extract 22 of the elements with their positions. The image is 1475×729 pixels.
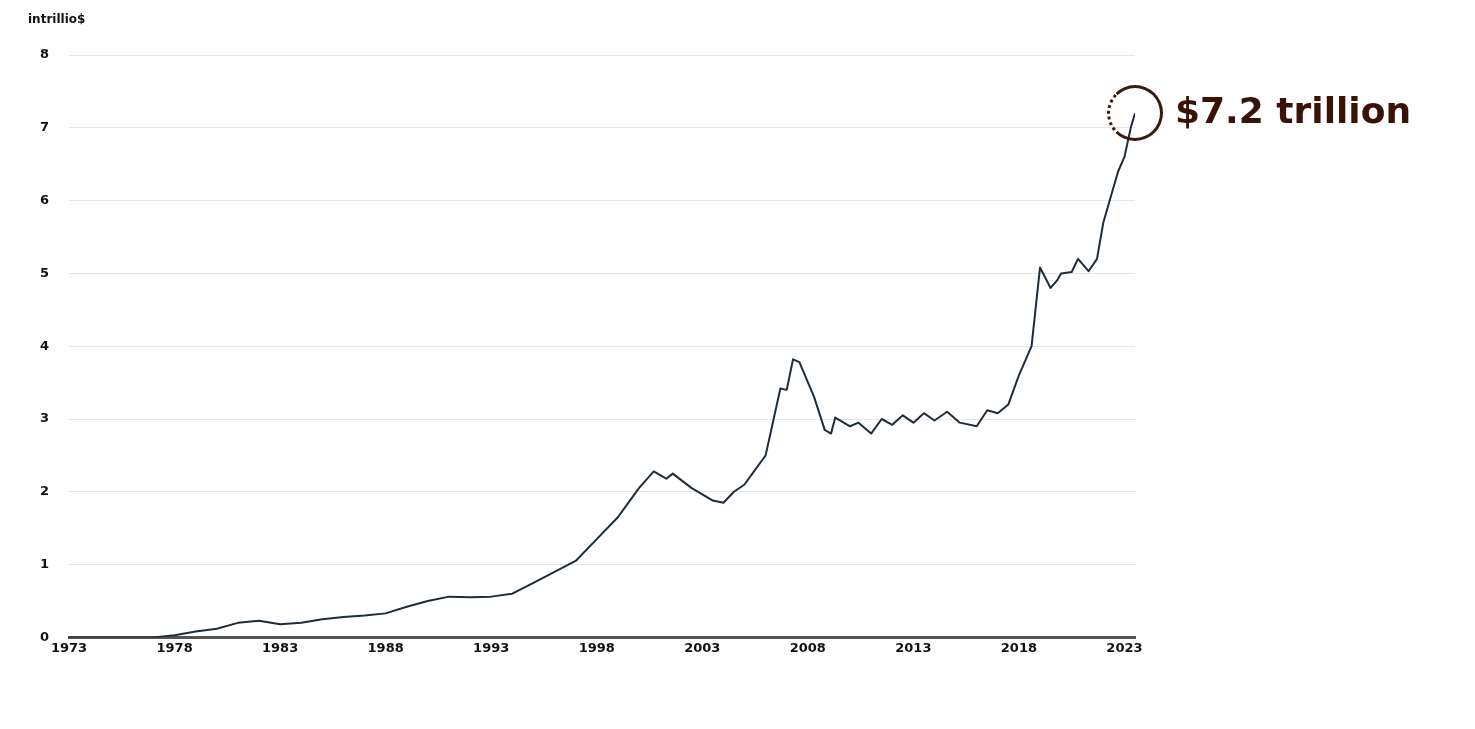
- annotation: $7.2 trillion: [1175, 89, 1412, 131]
- y-tick-label: 4: [40, 337, 50, 353]
- x-tick-label: 2008: [789, 639, 826, 655]
- x-tick-label: 2013: [895, 639, 932, 655]
- y-tick-label: 6: [40, 191, 50, 207]
- y-axis-title: intrillio$: [28, 12, 86, 27]
- y-tick-label: 0: [40, 628, 50, 644]
- y-tick-label: 5: [40, 264, 50, 280]
- x-tick-label: 1993: [473, 639, 510, 655]
- x-tick-label: 2023: [1106, 639, 1143, 655]
- y-tick-label: 7: [40, 119, 50, 135]
- x-tick-label: 1983: [262, 639, 299, 655]
- y-tick-label: 2: [40, 483, 50, 499]
- x-tick-label: 2003: [684, 639, 721, 655]
- x-tick-label: 1978: [156, 639, 193, 655]
- y-tick-label: 8: [40, 46, 50, 62]
- x-tick-label: 1973: [50, 639, 88, 655]
- y-tick-label: 1: [40, 555, 50, 571]
- x-tick-label: 1988: [367, 639, 404, 655]
- y-tick-label: 3: [40, 410, 50, 426]
- x-tick-label: 2018: [1000, 639, 1037, 655]
- x-tick-label: 1998: [578, 639, 615, 655]
